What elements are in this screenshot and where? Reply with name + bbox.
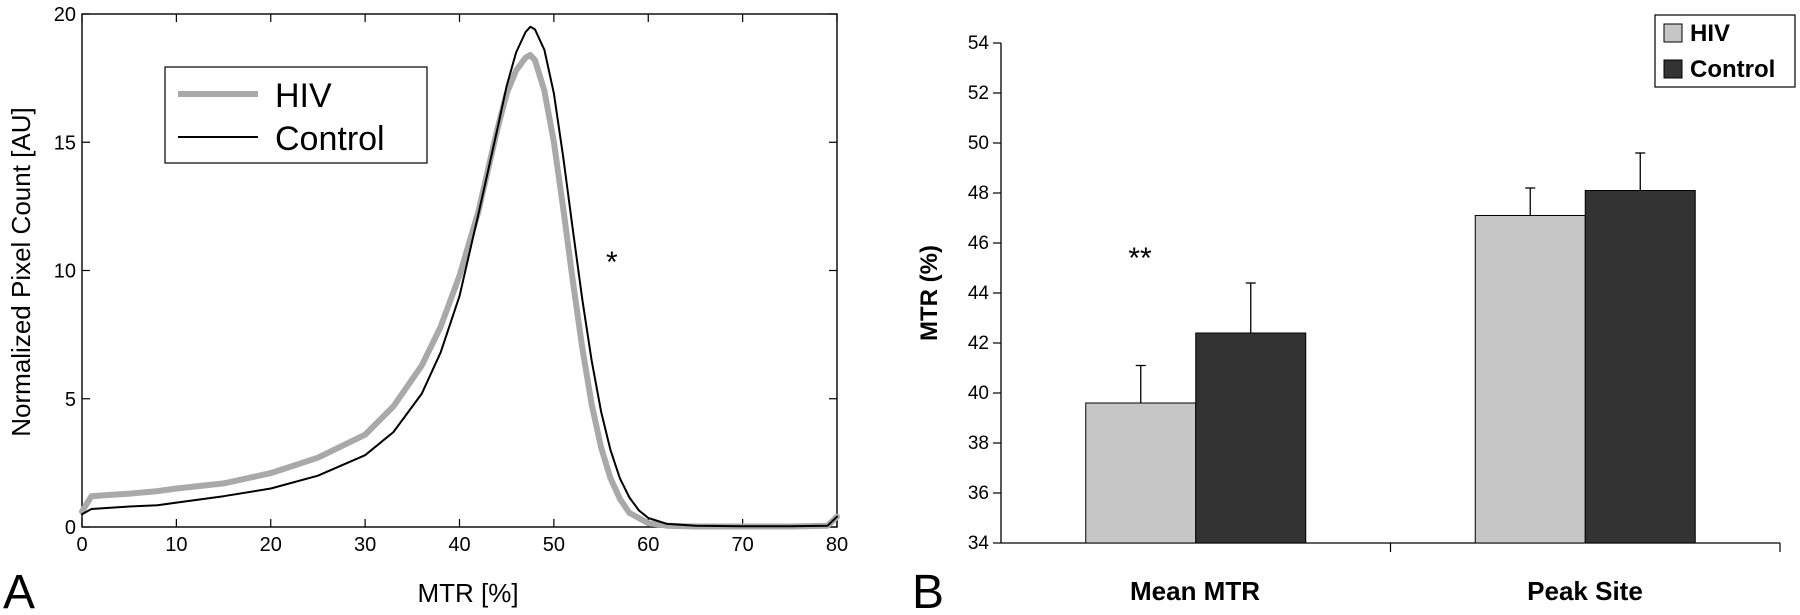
panel-b-category-label: Peak Site <box>1527 576 1643 606</box>
bar-hiv <box>1474 215 1586 544</box>
bar-control <box>1195 332 1307 544</box>
y-tick-label: 36 <box>968 483 989 504</box>
y-tick-label: 20 <box>54 4 76 26</box>
panel-a: A 0 10 20 30 40 50 60 70 80 0 5 10 15 20 * HIV Contro… <box>3 4 848 615</box>
bar-control <box>1584 190 1696 544</box>
panel-a-x-axis-title: MTR [%] <box>417 578 518 608</box>
panel-a-significance-annotation: * <box>606 246 618 279</box>
panel-a-series <box>79 25 840 530</box>
y-tick-label: 54 <box>968 33 990 54</box>
x-tick-label: 10 <box>165 534 187 556</box>
panel-a-legend-label-hiv: HIV <box>275 77 332 115</box>
panel-a-legend-label-control: Control <box>275 120 385 158</box>
y-tick-label: 46 <box>968 233 989 254</box>
panel-a-legend-box <box>164 66 428 164</box>
panel-b-legend-label-hiv: HIV <box>1690 20 1730 47</box>
y-tick-label: 42 <box>968 333 989 354</box>
series-line-control <box>81 25 838 528</box>
series-line-hiv <box>79 52 840 530</box>
y-tick-label: 48 <box>968 183 989 204</box>
y-tick-label: 44 <box>968 283 990 304</box>
y-tick-label: 10 <box>54 261 76 283</box>
y-tick-label: 5 <box>65 389 76 411</box>
panel-b-significance-annotation: ** <box>1128 242 1152 275</box>
panel-a-letter: A <box>3 566 35 615</box>
panel-b-legend-label-control: Control <box>1690 56 1775 83</box>
panel-a-tick-labels: 0 10 20 30 40 50 60 70 80 0 5 10 15 20 <box>54 4 848 556</box>
panel-b: B 34 36 38 40 42 44 46 48 50 52 54 ** Mean MTR Pea… <box>912 14 1796 615</box>
panel-b-category-label: Mean MTR <box>1130 576 1260 606</box>
x-tick-label: 20 <box>260 534 282 556</box>
y-tick-label: 52 <box>968 83 989 104</box>
panel-b-legend-swatch-control <box>1663 59 1683 79</box>
x-tick-label: 0 <box>76 534 87 556</box>
panel-b-bars <box>1085 152 1696 544</box>
y-tick-label: 40 <box>968 383 989 404</box>
panel-a-legend: HIV Control <box>164 66 428 164</box>
panel-b-letter: B <box>912 566 944 615</box>
x-tick-label: 30 <box>354 534 376 556</box>
panel-b-legend-swatch-hiv <box>1663 23 1683 43</box>
y-tick-label: 34 <box>968 533 990 554</box>
x-tick-label: 40 <box>448 534 470 556</box>
panel-a-y-axis-title: Normalized Pixel Count [AU] <box>6 107 36 436</box>
x-tick-label: 60 <box>637 534 659 556</box>
panel-b-ticks <box>993 42 1781 552</box>
y-tick-label: 50 <box>968 133 989 154</box>
bar-hiv <box>1085 402 1197 544</box>
y-tick-label: 0 <box>65 517 76 539</box>
panel-b-tick-labels: 34 36 38 40 42 44 46 48 50 52 54 <box>968 33 990 554</box>
panel-b-y-axis-title: MTR (%) <box>916 245 943 341</box>
y-tick-label: 38 <box>968 433 989 454</box>
panel-b-legend: HIV Control <box>1654 14 1796 88</box>
y-tick-label: 15 <box>54 132 76 154</box>
x-tick-label: 70 <box>732 534 754 556</box>
x-tick-label: 80 <box>826 534 848 556</box>
x-tick-label: 50 <box>543 534 565 556</box>
